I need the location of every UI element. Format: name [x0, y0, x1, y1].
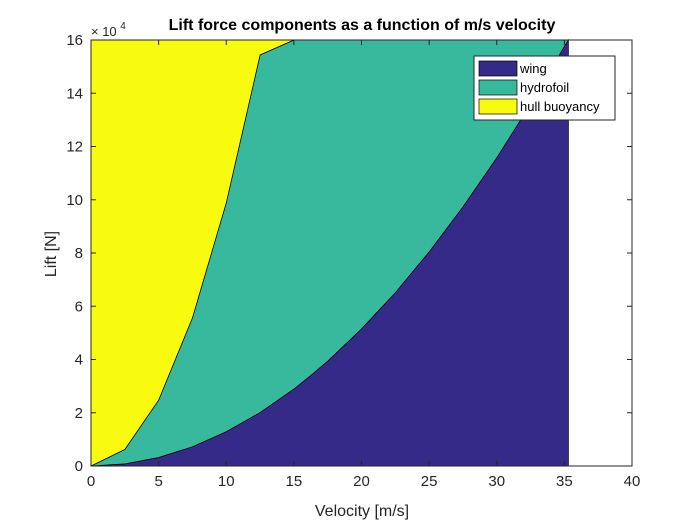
y-tick-label: 14: [66, 85, 83, 102]
chart-title: Lift force components as a function of m…: [169, 17, 556, 34]
y-tick-label: 6: [75, 298, 83, 315]
y-tick-label: 8: [75, 245, 83, 262]
legend-swatch: [478, 79, 518, 96]
x-tick-label: 20: [353, 473, 370, 490]
x-tick-label: 0: [87, 473, 95, 490]
legend-label: hydrofoil: [520, 80, 569, 95]
y-tick-label: 12: [66, 139, 83, 156]
x-tick-label: 5: [154, 473, 162, 490]
y-tick-label: 16: [66, 32, 83, 49]
legend: wing hydrofoil hull buoyancy: [473, 55, 616, 121]
x-tick-label: 15: [286, 473, 303, 490]
legend-label: wing: [519, 61, 547, 76]
x-tick-label: 40: [624, 473, 641, 490]
axes-group: 0 5 10 15 20 25 30 35 40 0 2 4 6 8 10 12 14 16: [66, 32, 640, 490]
x-tick-label: 30: [488, 473, 505, 490]
legend-swatch: [478, 98, 518, 115]
x-axis-label: Velocity [m/s]: [315, 503, 409, 520]
x-tick-label: 35: [556, 473, 573, 490]
y-axis-multiplier: × 10 4: [91, 21, 126, 39]
x-tick-label: 25: [421, 473, 438, 490]
y-multiplier-base: × 10: [91, 24, 117, 39]
legend-swatch: [478, 60, 518, 77]
y-tick-label: 0: [75, 458, 83, 475]
y-tick-label: 10: [66, 192, 83, 209]
y-axis-label: Lift [N]: [43, 231, 60, 277]
legend-label: hull buoyancy: [520, 99, 600, 114]
y-multiplier-exponent: 4: [120, 21, 126, 32]
y-tick-label: 2: [75, 405, 83, 422]
x-tick-label: 10: [218, 473, 235, 490]
y-tick-label: 4: [75, 352, 83, 369]
